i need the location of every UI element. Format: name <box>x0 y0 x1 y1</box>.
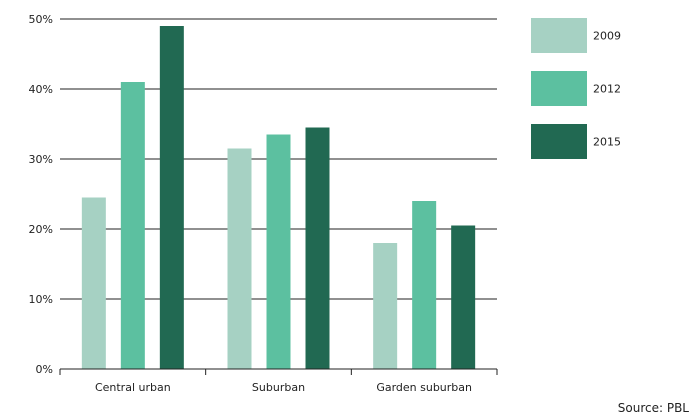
bars <box>81 26 476 369</box>
bar <box>373 243 398 369</box>
bar <box>159 26 184 369</box>
bar <box>227 148 252 369</box>
bar <box>451 225 476 369</box>
y-tick-label: 40% <box>29 83 53 96</box>
y-tick-label: 30% <box>29 153 53 166</box>
y-tick-labels: 0% 10% 20% 30% 40% 50% <box>29 13 53 376</box>
x-axis <box>59 368 498 375</box>
source-note: Source: PBL <box>618 401 690 415</box>
legend-label: 2009 <box>593 30 621 43</box>
x-tick-label: Central urban <box>95 381 171 394</box>
bar <box>305 127 330 369</box>
legend: 2009 2012 2015 <box>531 18 621 159</box>
x-tick-labels: Central urban Suburban Garden suburban <box>95 381 472 394</box>
bar <box>120 82 145 369</box>
y-tick-label: 50% <box>29 13 53 26</box>
x-tick-label: Suburban <box>252 381 305 394</box>
bar <box>266 134 291 369</box>
y-tick-label: 0% <box>36 363 53 376</box>
legend-label: 2015 <box>593 136 621 149</box>
bar <box>412 201 437 369</box>
legend-swatch <box>531 18 587 53</box>
y-tick-label: 20% <box>29 223 53 236</box>
legend-swatch <box>531 124 587 159</box>
legend-label: 2012 <box>593 83 621 96</box>
bar <box>81 197 106 369</box>
legend-swatch <box>531 71 587 106</box>
x-tick-label: Garden suburban <box>376 381 472 394</box>
y-tick-label: 10% <box>29 293 53 306</box>
